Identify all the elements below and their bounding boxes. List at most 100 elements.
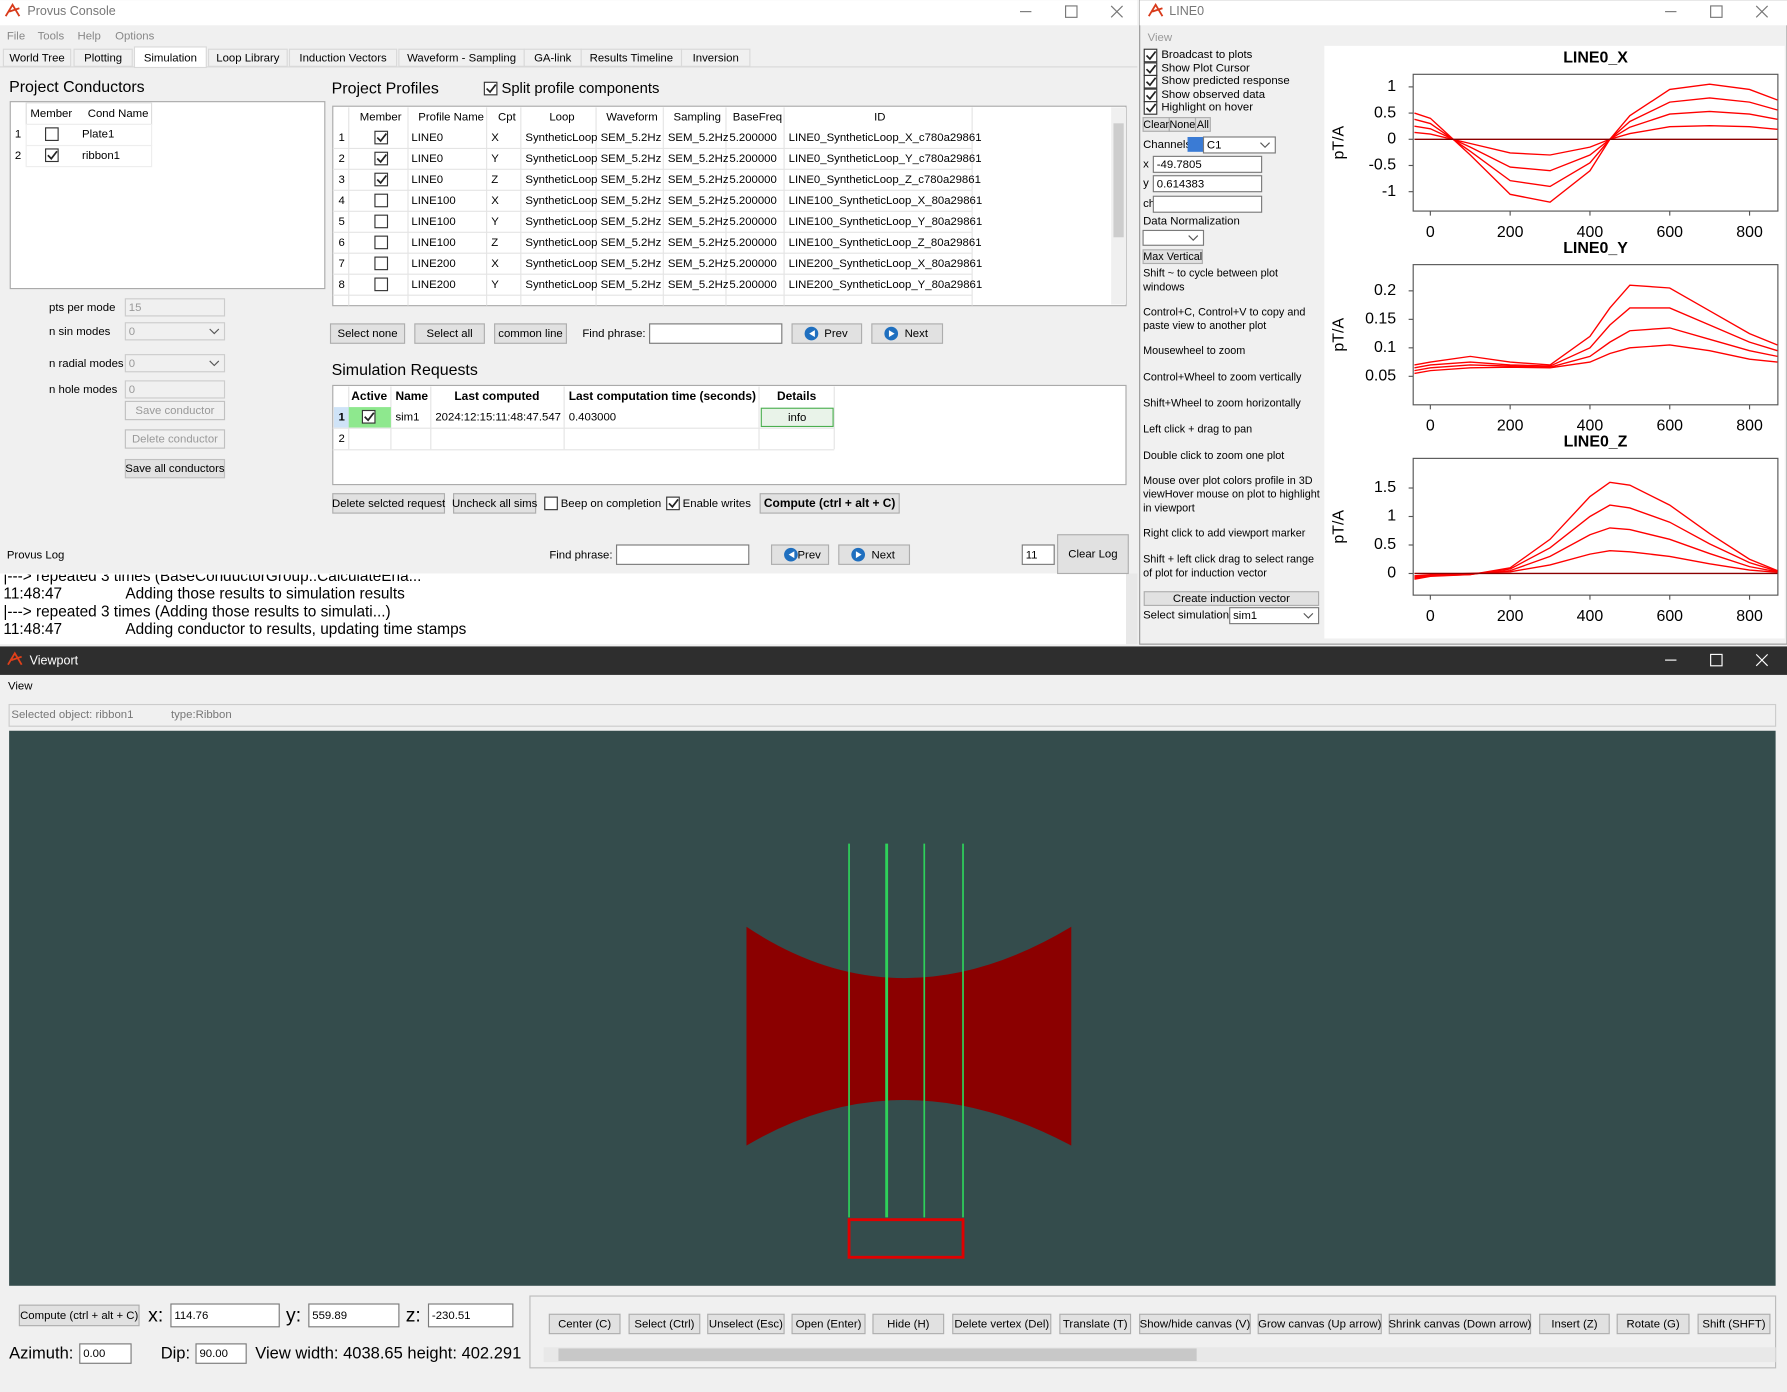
checkbox[interactable] <box>374 214 389 229</box>
button-frame <box>332 493 446 514</box>
button[interactable]: Shrink canvas (Down arrow) <box>1388 1319 1531 1331</box>
checkbox[interactable] <box>483 81 498 96</box>
button-frame <box>1057 534 1129 575</box>
checkbox[interactable] <box>374 256 389 271</box>
button[interactable]: Prev <box>797 549 821 561</box>
button[interactable]: Insert (Z) <box>1551 1319 1597 1331</box>
checkbox[interactable] <box>374 277 389 292</box>
button[interactable]: Unselect (Esc) <box>709 1319 783 1331</box>
button[interactable]: Max Vertical <box>1143 251 1202 263</box>
input-value[interactable]: 0 <box>129 358 135 370</box>
maximize <box>1710 653 1723 667</box>
checkbox[interactable] <box>544 496 558 511</box>
checkbox[interactable] <box>374 235 389 250</box>
cell: SyntheticLoop <box>525 174 597 186</box>
button[interactable]: Select (Ctrl) <box>634 1319 694 1331</box>
checkbox[interactable] <box>1143 101 1158 115</box>
button[interactable]: common line <box>498 328 562 340</box>
button[interactable]: Hide (H) <box>887 1319 930 1331</box>
tab-label[interactable]: Results Timeline <box>590 52 673 64</box>
button[interactable]: Select none <box>337 328 397 340</box>
menu-item[interactable]: Help <box>77 31 100 43</box>
menu-item[interactable]: View <box>8 680 33 692</box>
menu-item[interactable]: Tools <box>38 31 65 43</box>
button[interactable]: Open (Enter) <box>796 1319 862 1331</box>
button[interactable]: Delete selcted request <box>332 498 446 510</box>
row-index: 2 <box>15 150 21 162</box>
button-frame <box>453 493 537 514</box>
button-frame <box>18 1304 140 1327</box>
button[interactable]: Center (C) <box>558 1319 611 1331</box>
input-value[interactable]: -230.51 <box>432 1310 471 1322</box>
cell: 0.403000 <box>569 411 616 423</box>
button[interactable]: Rotate (G) <box>1627 1319 1680 1331</box>
input-value[interactable]: 0.00 <box>83 1348 105 1360</box>
tab-label[interactable]: Induction Vectors <box>299 52 387 64</box>
cell: SEM_5.2Hz <box>601 153 662 165</box>
button[interactable]: Shift (SHFT) <box>1702 1319 1765 1331</box>
button[interactable]: Delete conductor <box>132 434 218 446</box>
channel-color <box>1187 136 1204 152</box>
checkbox[interactable] <box>374 130 389 145</box>
input-value[interactable]: 559.89 <box>312 1310 347 1322</box>
button[interactable]: Save conductor <box>135 405 214 417</box>
tab-label[interactable]: Plotting <box>84 52 122 64</box>
button[interactable]: Prev <box>824 328 848 340</box>
menu-item[interactable]: Options <box>115 31 155 43</box>
button[interactable]: Delete vertex (Del) <box>954 1319 1049 1331</box>
checkbox[interactable] <box>361 409 376 424</box>
tab-label[interactable]: GA-link <box>534 52 572 64</box>
checkbox[interactable] <box>1143 74 1158 89</box>
checkbox[interactable] <box>666 496 680 511</box>
button-frame <box>414 323 485 344</box>
tab-label[interactable]: World Tree <box>9 52 64 64</box>
checkbox[interactable] <box>374 193 389 208</box>
checkbox[interactable] <box>45 127 59 141</box>
line0-titlebar <box>1139 0 1787 26</box>
button[interactable]: Clear <box>1143 119 1169 131</box>
input-value[interactable]: 11 <box>1026 549 1038 561</box>
button[interactable]: Next <box>872 549 896 561</box>
menu-item[interactable]: File <box>7 31 25 43</box>
checkbox[interactable] <box>374 172 389 187</box>
input-value[interactable]: 15 <box>129 302 142 314</box>
tab-label[interactable]: Inversion <box>693 52 739 64</box>
menu-item[interactable]: View <box>1148 32 1173 44</box>
button[interactable]: Next <box>905 328 929 340</box>
checkbox[interactable] <box>1143 48 1158 63</box>
button[interactable]: info <box>788 412 806 424</box>
tab-label[interactable]: Waveform - Sampling <box>407 52 516 64</box>
column-header: Active <box>351 389 387 403</box>
input-value[interactable]: sim1 <box>1233 610 1257 622</box>
dropdown-arrow <box>209 360 220 367</box>
cell: SEM_5.2Hz <box>601 174 662 186</box>
tab-label[interactable]: Loop Library <box>216 52 280 64</box>
check-mark <box>1145 103 1157 113</box>
input-value[interactable]: 0 <box>129 326 135 338</box>
check-mark <box>376 154 388 164</box>
input-box <box>124 354 226 373</box>
button[interactable]: Uncheck all sims <box>452 498 538 510</box>
tab-label[interactable]: Simulation <box>144 52 197 64</box>
button[interactable]: Compute (ctrl + alt + C) <box>764 496 896 510</box>
button[interactable]: Translate (T) <box>1063 1319 1128 1331</box>
button[interactable]: Create induction vector <box>1173 593 1290 605</box>
input-value[interactable]: 0 <box>129 384 135 396</box>
button[interactable]: Grow canvas (Up arrow) <box>1258 1319 1381 1331</box>
button[interactable]: Show/hide canvas (V) <box>1140 1319 1251 1331</box>
input-value[interactable]: 90.00 <box>199 1348 227 1360</box>
button[interactable]: All <box>1197 119 1209 131</box>
button[interactable]: Clear Log <box>1068 549 1117 561</box>
button[interactable]: Select all <box>427 328 473 340</box>
input-value[interactable]: 0.614383 <box>1157 178 1204 190</box>
button[interactable]: None <box>1169 119 1195 131</box>
field-label: Azimuth: <box>9 1344 73 1363</box>
input-value[interactable]: C1 <box>1207 140 1222 152</box>
button[interactable]: Save all conductors <box>125 463 225 475</box>
button[interactable]: Compute (ctrl + alt + C) <box>20 1310 138 1322</box>
checkbox[interactable] <box>45 148 59 163</box>
checkbox[interactable] <box>374 151 389 166</box>
input-value[interactable]: 114.76 <box>174 1310 208 1322</box>
section-title: Provus Log <box>7 549 65 561</box>
input-value[interactable]: -49.7805 <box>1157 159 1202 171</box>
